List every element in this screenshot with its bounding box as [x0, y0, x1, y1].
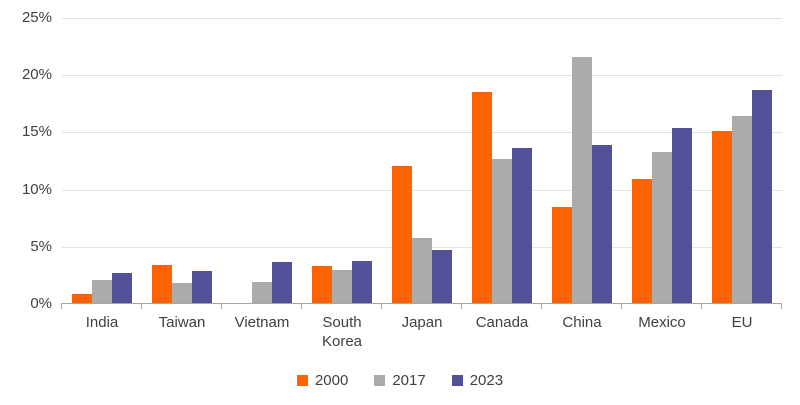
gridline: [62, 189, 782, 191]
bar-mexico-2023: [672, 127, 692, 304]
y-axis-tick-label: 10%: [21, 180, 52, 198]
bar-mexico-2000: [632, 179, 652, 304]
bar-group-india: [62, 18, 142, 304]
legend-label: 2017: [392, 372, 426, 389]
x-axis-tick: [700, 304, 702, 309]
bar-japan-2017: [412, 237, 432, 304]
y-axis-tick-label: 15%: [21, 123, 52, 141]
bar-vietnam-2023: [272, 261, 292, 304]
y-axis-tick-label: 25%: [21, 9, 52, 26]
bar-canada-2023: [512, 148, 532, 304]
x-axis-tick: [461, 304, 462, 309]
legend-item-2000: 2000: [296, 372, 349, 389]
bar-taiwan-2000: [152, 265, 172, 304]
gridline: [62, 75, 782, 77]
bar-mexico-2017: [652, 151, 672, 304]
bar-eu-2017: [732, 116, 752, 304]
x-axis-line: [61, 303, 782, 304]
x-axis-label-vietnam: Vietnam: [222, 313, 302, 351]
bar-japan-2000: [392, 165, 412, 304]
bar-eu-2023: [752, 90, 772, 304]
legend-swatch-2000: [296, 375, 308, 386]
x-axis-tick: [380, 304, 382, 309]
bar-south-korea-2000: [312, 266, 332, 304]
x-axis-label-text: Japan: [401, 314, 443, 331]
legend-item-2017: 2017: [374, 372, 426, 389]
x-axis-label-south-korea: South Korea: [302, 313, 382, 351]
x-axis-label-india: India: [62, 313, 142, 351]
bar-eu-2000: [712, 131, 732, 304]
x-axis-label-taiwan: Taiwan: [142, 313, 222, 351]
x-axis-tick: [300, 304, 302, 309]
bar-group-eu: [702, 18, 782, 304]
bar-group-taiwan: [142, 18, 222, 304]
x-axis-label-canada: Canada: [462, 313, 542, 351]
bar-india-2000: [72, 293, 92, 304]
x-axis-label-mexico: Mexico: [622, 313, 702, 351]
x-axis-label-text: India: [85, 314, 119, 331]
bar-canada-2000: [472, 92, 492, 304]
x-axis-label-text: Canada: [475, 314, 529, 331]
x-axis-label-text: Mexico: [638, 314, 686, 331]
y-axis-tick-label: 20%: [21, 66, 52, 84]
x-axis-label-text: South Korea: [321, 314, 363, 350]
bar-china-2000: [552, 206, 572, 304]
y-axis-tick-label: 0%: [30, 295, 52, 312]
x-axis-tick: [61, 304, 62, 309]
bar-group-canada: [462, 18, 542, 304]
x-axis-label-text: Taiwan: [158, 314, 206, 331]
x-axis-tick: [140, 304, 142, 309]
bar-group-vietnam: [222, 18, 302, 304]
x-axis-label-text: China: [562, 314, 602, 331]
bar-south-korea-2017: [332, 269, 352, 304]
bar-china-2017: [572, 56, 592, 304]
x-axis-labels: India Taiwan Vietnam South Korea Japan Canada…: [62, 313, 782, 351]
x-axis-tick: [621, 304, 622, 309]
x-axis-label-text: Vietnam: [234, 314, 290, 331]
x-axis-tick: [781, 304, 782, 309]
x-axis-label-china: China: [542, 313, 622, 351]
x-axis-tick: [220, 304, 222, 309]
x-axis-label-eu: EU: [702, 313, 782, 351]
bar-india-2023: [112, 273, 132, 304]
gridline: [62, 132, 782, 134]
bar-group-china: [542, 18, 622, 304]
legend-label: 2023: [469, 372, 504, 389]
bar-groups: [62, 18, 782, 304]
bar-taiwan-2023: [192, 270, 212, 304]
legend-label: 2000: [314, 372, 349, 389]
x-axis-label-japan: Japan: [382, 313, 462, 351]
plot-area: [61, 18, 782, 309]
legend-swatch-2017: [374, 375, 386, 386]
y-axis-tick-label: 5%: [30, 237, 52, 255]
y-axis-labels: 25% 20% 15% 10% 5% 0%: [0, 0, 52, 405]
bar-vietnam-2017: [252, 282, 272, 304]
bar-taiwan-2017: [172, 283, 192, 304]
bar-group-south-korea: [302, 18, 382, 304]
bar-group-japan: [382, 18, 462, 304]
gridline: [62, 18, 782, 19]
bar-japan-2023: [432, 250, 452, 304]
x-axis-ticks: [61, 304, 782, 309]
bar-china-2023: [592, 145, 612, 304]
legend-item-2023: 2023: [451, 372, 504, 389]
x-axis-label-text: EU: [731, 314, 753, 331]
legend-swatch-2023: [451, 375, 463, 386]
legend: 2000 2017 2023: [0, 372, 800, 389]
bar-group-mexico: [622, 18, 702, 304]
bar-south-korea-2023: [352, 260, 372, 304]
x-axis-tick: [540, 304, 542, 309]
bar-canada-2017: [492, 158, 512, 304]
bar-india-2017: [92, 280, 112, 304]
